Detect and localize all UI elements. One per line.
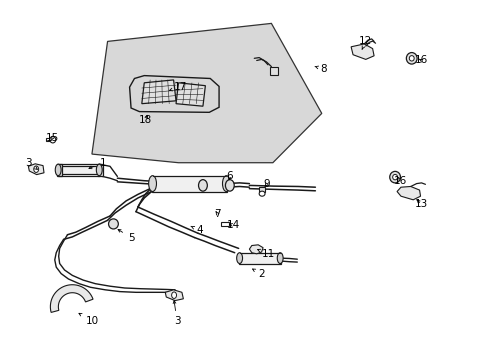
Polygon shape [259, 187, 264, 192]
Text: 11: 11 [257, 249, 274, 259]
Polygon shape [396, 186, 420, 200]
Ellipse shape [96, 164, 102, 176]
Ellipse shape [392, 175, 397, 180]
Polygon shape [50, 285, 93, 312]
Polygon shape [238, 253, 281, 264]
Text: 6: 6 [226, 171, 233, 181]
Ellipse shape [225, 180, 234, 191]
Ellipse shape [406, 53, 416, 64]
Ellipse shape [222, 176, 230, 192]
Ellipse shape [277, 253, 283, 264]
Text: 3: 3 [25, 158, 37, 169]
Text: 13: 13 [414, 199, 427, 210]
Text: 18: 18 [139, 114, 152, 125]
Text: 17: 17 [169, 82, 186, 92]
Polygon shape [221, 222, 228, 226]
Text: 14: 14 [226, 220, 240, 230]
Polygon shape [269, 67, 277, 75]
Ellipse shape [236, 253, 242, 264]
Ellipse shape [171, 292, 176, 298]
Polygon shape [142, 80, 176, 104]
Text: 5: 5 [118, 229, 134, 243]
Ellipse shape [198, 180, 207, 191]
Polygon shape [151, 176, 227, 192]
Ellipse shape [50, 136, 56, 143]
Polygon shape [165, 290, 183, 301]
Polygon shape [98, 164, 102, 176]
Polygon shape [28, 164, 44, 175]
Ellipse shape [389, 171, 400, 183]
Ellipse shape [259, 191, 264, 196]
Polygon shape [92, 23, 321, 163]
Text: 7: 7 [214, 209, 221, 219]
Ellipse shape [55, 164, 61, 176]
Polygon shape [57, 164, 61, 176]
Text: 4: 4 [190, 225, 203, 235]
Ellipse shape [34, 166, 39, 172]
Text: 10: 10 [79, 313, 98, 326]
Polygon shape [249, 245, 263, 254]
Polygon shape [350, 44, 373, 59]
Text: 1: 1 [89, 158, 106, 169]
Text: 8: 8 [314, 64, 326, 74]
Polygon shape [176, 83, 205, 106]
Text: 16: 16 [414, 55, 427, 66]
Text: 9: 9 [263, 179, 269, 189]
Text: 2: 2 [252, 269, 264, 279]
Text: 15: 15 [46, 132, 60, 143]
Text: 12: 12 [358, 36, 372, 49]
Text: 16: 16 [392, 176, 406, 186]
Polygon shape [60, 166, 100, 174]
Polygon shape [46, 138, 53, 141]
Ellipse shape [108, 219, 118, 229]
Ellipse shape [148, 176, 156, 192]
Text: 3: 3 [173, 301, 180, 326]
Ellipse shape [408, 56, 413, 61]
